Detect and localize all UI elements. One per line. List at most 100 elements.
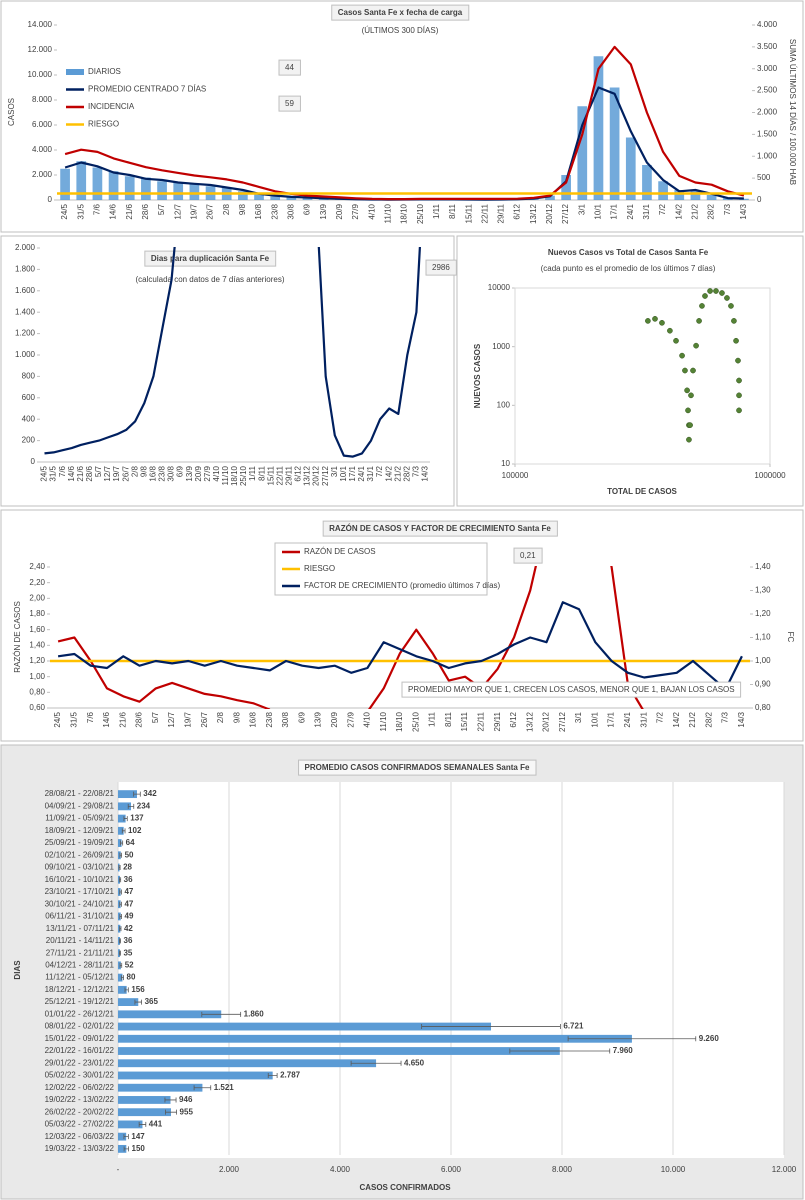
x-tick-label: 31/5 bbox=[76, 203, 85, 219]
x-tick-label: 24/5 bbox=[60, 203, 69, 219]
legend-swatch bbox=[66, 69, 84, 75]
y-axis-label: DIAS bbox=[13, 960, 22, 980]
x-tick-label: 9/8 bbox=[139, 465, 148, 477]
x-tick-label: 27/9 bbox=[203, 465, 212, 481]
error-bar bbox=[123, 816, 128, 822]
error-bar bbox=[120, 975, 124, 981]
data-label: 156 bbox=[131, 985, 145, 994]
bar bbox=[593, 56, 604, 200]
bar bbox=[609, 87, 620, 200]
y-tick-label: 100 bbox=[497, 400, 511, 409]
y-tick-label: 18/09/21 - 12/09/21 bbox=[45, 826, 115, 835]
x-tick-label: 24/1 bbox=[357, 465, 366, 481]
x-tick-label: 17/1 bbox=[607, 711, 616, 727]
y-tick-label: 200 bbox=[22, 436, 36, 445]
text-box bbox=[513, 547, 543, 564]
error-bar bbox=[119, 913, 122, 919]
x-tick-label: 13/9 bbox=[319, 203, 328, 219]
x-tick-label: 24/5 bbox=[40, 465, 49, 481]
bar bbox=[118, 1132, 127, 1141]
bar bbox=[118, 1096, 171, 1104]
y-tick-label: 800 bbox=[22, 372, 36, 381]
y-tick-label: 08/01/22 - 02/01/22 bbox=[45, 1022, 115, 1031]
bar bbox=[118, 949, 120, 958]
y-tick-label: 1.400 bbox=[15, 307, 36, 316]
x-tick-label: 1/11 bbox=[432, 203, 441, 219]
legend-label: INCIDENCIA bbox=[88, 102, 135, 111]
x-tick-label: 4/10 bbox=[367, 203, 376, 219]
y-tick-label: 04/09/21 - 29/08/21 bbox=[45, 801, 115, 810]
x-tick-label: 8.000 bbox=[552, 1165, 573, 1174]
x-tick-label: 6/9 bbox=[176, 465, 185, 477]
y-tick-label: 4.000 bbox=[32, 145, 53, 154]
line-series bbox=[64, 45, 745, 201]
x-tick-label: 14/6 bbox=[102, 711, 111, 727]
x-tick-label: 11/10 bbox=[221, 465, 230, 485]
x-tick-label: 13/12 bbox=[525, 711, 534, 732]
error-bar bbox=[164, 1097, 177, 1103]
error-bar bbox=[119, 926, 122, 932]
x-tick-label: 22/11 bbox=[275, 465, 284, 485]
data-label: 147 bbox=[131, 1132, 145, 1141]
x-tick-label: 15/11 bbox=[460, 711, 469, 731]
y-tick-label: 04/12/21 - 28/11/21 bbox=[45, 960, 114, 969]
bar bbox=[118, 851, 121, 860]
bar bbox=[118, 1047, 560, 1055]
x-tick-label: 22/11 bbox=[480, 203, 489, 223]
y-tick-label: 10.000 bbox=[28, 70, 53, 79]
y-tick-label: 10000 bbox=[488, 283, 511, 292]
bar bbox=[254, 194, 264, 200]
y-tick-label: 12/03/22 - 06/03/22 bbox=[45, 1132, 115, 1141]
line-series bbox=[57, 601, 743, 691]
y-tick-label: 18/12/21 - 12/12/21 bbox=[45, 985, 115, 994]
bar bbox=[118, 814, 126, 823]
y-tick-label: 10 bbox=[501, 459, 510, 468]
x-tick-label: 7/3 bbox=[721, 711, 730, 723]
x-tick-label: 7/3 bbox=[723, 203, 732, 215]
x-tick-label: 20/12 bbox=[545, 203, 554, 224]
y-tick-label: 23/10/21 - 17/10/21 bbox=[45, 887, 115, 896]
error-bar bbox=[421, 1024, 561, 1030]
y-tick-label: 15/01/22 - 09/01/22 bbox=[45, 1034, 115, 1043]
error-bar bbox=[119, 938, 121, 944]
x-tick-label: 8/11 bbox=[257, 465, 266, 481]
data-label: 102 bbox=[128, 826, 142, 835]
data-label: 1.860 bbox=[244, 1009, 265, 1018]
point bbox=[735, 357, 741, 364]
error-bar bbox=[138, 1121, 147, 1127]
point bbox=[679, 352, 685, 359]
annotation: 0,21 bbox=[520, 551, 536, 560]
x-tick-label: 27/12 bbox=[321, 465, 330, 486]
y-tick-label: 0,60 bbox=[29, 703, 45, 712]
x-tick-label: 12/7 bbox=[103, 465, 112, 481]
y-tick-label: 11/09/21 - 05/09/21 bbox=[45, 814, 114, 823]
data-label: 1.521 bbox=[214, 1083, 235, 1092]
point bbox=[731, 318, 737, 324]
y-tick-label: 26/02/22 - 20/02/22 bbox=[45, 1107, 115, 1116]
data-label: 342 bbox=[143, 789, 157, 798]
bar bbox=[118, 888, 121, 896]
error-bar bbox=[133, 791, 141, 797]
x-tick-label: - bbox=[117, 1165, 120, 1174]
legend-label: DIARIOS bbox=[88, 67, 121, 76]
point bbox=[673, 337, 679, 344]
x-tick-label: 21/2 bbox=[691, 203, 700, 219]
y-tick-label: 1.200 bbox=[15, 329, 36, 338]
x-tick-label: 20/9 bbox=[330, 711, 339, 727]
x-tick-label: 29/11 bbox=[497, 203, 506, 223]
x-tick-label: 24/1 bbox=[623, 711, 632, 727]
y-tick-label: 4.000 bbox=[757, 20, 778, 29]
point bbox=[713, 288, 719, 294]
x-tick-label: 6.000 bbox=[441, 1165, 462, 1174]
x-tick-label: 25/10 bbox=[416, 203, 425, 224]
point bbox=[736, 407, 742, 414]
x-tick-label: 7/6 bbox=[58, 465, 67, 477]
bar bbox=[118, 1071, 273, 1080]
x-tick-label: 11/10 bbox=[383, 203, 392, 223]
x-tick-label: 26/7 bbox=[206, 203, 215, 219]
bar bbox=[658, 181, 668, 200]
point bbox=[699, 303, 705, 309]
bar bbox=[173, 182, 184, 200]
x-tick-label: 24/5 bbox=[53, 711, 62, 727]
legend-label: FACTOR DE CRECIMIENTO (promedio últimos … bbox=[304, 581, 501, 590]
